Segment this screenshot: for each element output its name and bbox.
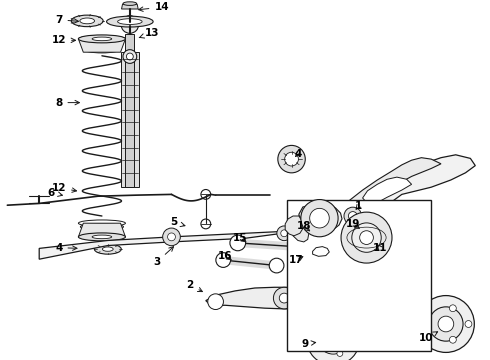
Circle shape bbox=[344, 207, 362, 225]
Polygon shape bbox=[121, 52, 139, 187]
Polygon shape bbox=[285, 216, 303, 236]
Text: 18: 18 bbox=[296, 221, 311, 231]
Polygon shape bbox=[292, 216, 309, 242]
Circle shape bbox=[438, 316, 454, 332]
Text: 17: 17 bbox=[289, 255, 304, 265]
Circle shape bbox=[313, 345, 318, 351]
Text: 14: 14 bbox=[139, 2, 169, 12]
Circle shape bbox=[216, 253, 231, 267]
Circle shape bbox=[429, 307, 463, 341]
Polygon shape bbox=[299, 203, 342, 232]
Circle shape bbox=[279, 293, 289, 303]
Circle shape bbox=[348, 212, 357, 220]
Ellipse shape bbox=[72, 15, 103, 27]
Circle shape bbox=[449, 305, 456, 312]
Circle shape bbox=[163, 228, 180, 246]
Polygon shape bbox=[363, 177, 412, 205]
Ellipse shape bbox=[78, 35, 125, 43]
Circle shape bbox=[350, 291, 366, 307]
Circle shape bbox=[285, 152, 298, 166]
Circle shape bbox=[269, 258, 284, 273]
Polygon shape bbox=[122, 4, 138, 9]
Text: 13: 13 bbox=[139, 28, 159, 38]
Text: 3: 3 bbox=[153, 247, 173, 267]
Text: 11: 11 bbox=[372, 243, 387, 253]
Text: 16: 16 bbox=[218, 251, 233, 261]
FancyBboxPatch shape bbox=[287, 200, 431, 351]
Circle shape bbox=[290, 232, 304, 247]
Circle shape bbox=[352, 336, 358, 341]
Circle shape bbox=[201, 189, 211, 199]
Ellipse shape bbox=[92, 37, 112, 41]
Text: 4: 4 bbox=[294, 149, 302, 159]
Text: 19: 19 bbox=[345, 219, 360, 229]
Text: 15: 15 bbox=[233, 233, 247, 243]
Circle shape bbox=[301, 199, 338, 237]
Text: 4: 4 bbox=[55, 243, 77, 253]
Text: 12: 12 bbox=[51, 183, 76, 193]
Text: 10: 10 bbox=[419, 332, 438, 343]
Text: 6: 6 bbox=[48, 188, 62, 198]
Circle shape bbox=[341, 212, 392, 263]
Circle shape bbox=[337, 351, 343, 356]
Polygon shape bbox=[125, 34, 134, 187]
Circle shape bbox=[230, 235, 245, 251]
Circle shape bbox=[306, 311, 360, 360]
Text: 1: 1 bbox=[355, 201, 362, 211]
Circle shape bbox=[318, 323, 349, 354]
Circle shape bbox=[278, 145, 305, 173]
Circle shape bbox=[126, 53, 133, 60]
Text: 7: 7 bbox=[55, 15, 78, 25]
Ellipse shape bbox=[95, 244, 122, 254]
Text: 9: 9 bbox=[301, 339, 316, 349]
Ellipse shape bbox=[92, 235, 112, 239]
Circle shape bbox=[310, 208, 329, 228]
Ellipse shape bbox=[102, 247, 113, 251]
Circle shape bbox=[417, 296, 474, 352]
Circle shape bbox=[289, 239, 304, 255]
Text: 12: 12 bbox=[51, 35, 75, 45]
Polygon shape bbox=[348, 158, 441, 209]
Polygon shape bbox=[78, 223, 125, 237]
Circle shape bbox=[201, 219, 211, 229]
Circle shape bbox=[424, 330, 431, 337]
Circle shape bbox=[449, 336, 456, 343]
Circle shape bbox=[121, 16, 139, 33]
Circle shape bbox=[208, 294, 223, 310]
Circle shape bbox=[360, 231, 373, 244]
Circle shape bbox=[313, 326, 318, 332]
Text: 5: 5 bbox=[171, 217, 185, 228]
Circle shape bbox=[352, 223, 381, 252]
Polygon shape bbox=[362, 212, 371, 220]
Circle shape bbox=[343, 225, 357, 240]
Circle shape bbox=[168, 233, 175, 241]
Circle shape bbox=[465, 320, 472, 328]
Text: 8: 8 bbox=[55, 98, 79, 108]
Circle shape bbox=[277, 226, 292, 240]
Ellipse shape bbox=[118, 19, 142, 24]
Text: 2: 2 bbox=[187, 280, 202, 292]
Ellipse shape bbox=[78, 233, 125, 241]
Polygon shape bbox=[39, 155, 475, 259]
Circle shape bbox=[337, 320, 343, 326]
Ellipse shape bbox=[107, 16, 153, 27]
Circle shape bbox=[273, 287, 295, 309]
Circle shape bbox=[123, 50, 137, 63]
Ellipse shape bbox=[123, 2, 137, 5]
Circle shape bbox=[338, 231, 352, 244]
Polygon shape bbox=[78, 39, 125, 52]
Circle shape bbox=[281, 230, 288, 237]
Circle shape bbox=[424, 311, 431, 318]
Polygon shape bbox=[206, 287, 368, 309]
Ellipse shape bbox=[80, 18, 95, 24]
Circle shape bbox=[383, 222, 397, 236]
